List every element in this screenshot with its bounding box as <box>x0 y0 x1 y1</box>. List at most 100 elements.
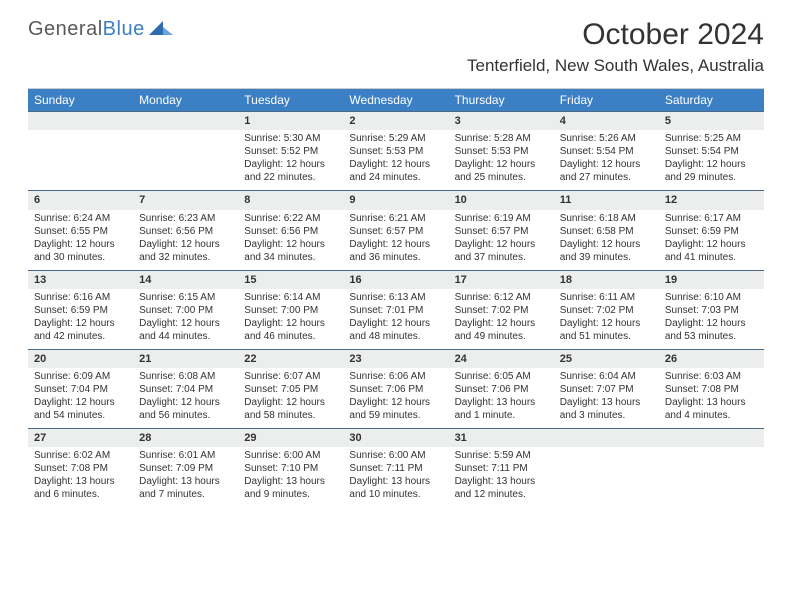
calendar-cell: 19Sunrise: 6:10 AMSunset: 7:03 PMDayligh… <box>659 270 764 349</box>
day-number: 7 <box>133 190 238 209</box>
sunset-text: Sunset: 7:10 PM <box>244 462 337 475</box>
calendar-cell: 4Sunrise: 5:26 AMSunset: 5:54 PMDaylight… <box>554 111 659 190</box>
cell-body: Sunrise: 6:00 AMSunset: 7:11 PMDaylight:… <box>343 447 448 507</box>
sunset-text: Sunset: 7:04 PM <box>139 383 232 396</box>
sunset-text: Sunset: 7:03 PM <box>665 304 758 317</box>
day-number: 30 <box>343 428 448 447</box>
day-number: 11 <box>554 190 659 209</box>
calendar-week: 20Sunrise: 6:09 AMSunset: 7:04 PMDayligh… <box>28 349 764 428</box>
day-number: 23 <box>343 349 448 368</box>
daylight-text: Daylight: 12 hours and 59 minutes. <box>349 396 442 422</box>
calendar-cell: 12Sunrise: 6:17 AMSunset: 6:59 PMDayligh… <box>659 190 764 269</box>
daylight-text: Daylight: 12 hours and 42 minutes. <box>34 317 127 343</box>
sunrise-text: Sunrise: 6:17 AM <box>665 212 758 225</box>
sunrise-text: Sunrise: 6:13 AM <box>349 291 442 304</box>
sunset-text: Sunset: 7:09 PM <box>139 462 232 475</box>
sunset-text: Sunset: 6:59 PM <box>34 304 127 317</box>
sunrise-text: Sunrise: 6:00 AM <box>244 449 337 462</box>
day-number: 13 <box>28 270 133 289</box>
cell-body: Sunrise: 6:01 AMSunset: 7:09 PMDaylight:… <box>133 447 238 507</box>
calendar-cell: . <box>554 428 659 507</box>
calendar-cell: 9Sunrise: 6:21 AMSunset: 6:57 PMDaylight… <box>343 190 448 269</box>
cell-body: Sunrise: 6:08 AMSunset: 7:04 PMDaylight:… <box>133 368 238 428</box>
cell-body: Sunrise: 6:23 AMSunset: 6:56 PMDaylight:… <box>133 210 238 270</box>
calendar-cell: 11Sunrise: 6:18 AMSunset: 6:58 PMDayligh… <box>554 190 659 269</box>
calendar-cell: 6Sunrise: 6:24 AMSunset: 6:55 PMDaylight… <box>28 190 133 269</box>
cell-body: Sunrise: 6:19 AMSunset: 6:57 PMDaylight:… <box>449 210 554 270</box>
daylight-text: Daylight: 12 hours and 41 minutes. <box>665 238 758 264</box>
brand-text: GeneralBlue <box>28 18 145 41</box>
day-number: 26 <box>659 349 764 368</box>
daylight-text: Daylight: 13 hours and 12 minutes. <box>455 475 548 501</box>
cell-body: Sunrise: 6:02 AMSunset: 7:08 PMDaylight:… <box>28 447 133 507</box>
cell-body: Sunrise: 5:25 AMSunset: 5:54 PMDaylight:… <box>659 130 764 190</box>
day-number: 25 <box>554 349 659 368</box>
brand-part2: Blue <box>103 18 145 40</box>
daylight-text: Daylight: 12 hours and 54 minutes. <box>34 396 127 422</box>
cell-body: Sunrise: 6:24 AMSunset: 6:55 PMDaylight:… <box>28 210 133 270</box>
day-number: 4 <box>554 111 659 130</box>
cell-body: Sunrise: 6:15 AMSunset: 7:00 PMDaylight:… <box>133 289 238 349</box>
calendar-cell: . <box>133 111 238 190</box>
daylight-text: Daylight: 12 hours and 22 minutes. <box>244 158 337 184</box>
cell-body: Sunrise: 6:22 AMSunset: 6:56 PMDaylight:… <box>238 210 343 270</box>
sunset-text: Sunset: 6:57 PM <box>455 225 548 238</box>
daylight-text: Daylight: 12 hours and 49 minutes. <box>455 317 548 343</box>
sunrise-text: Sunrise: 6:08 AM <box>139 370 232 383</box>
sunset-text: Sunset: 5:53 PM <box>455 145 548 158</box>
cell-body: Sunrise: 6:16 AMSunset: 6:59 PMDaylight:… <box>28 289 133 349</box>
day-number: 10 <box>449 190 554 209</box>
sunset-text: Sunset: 6:59 PM <box>665 225 758 238</box>
calendar-cell: 30Sunrise: 6:00 AMSunset: 7:11 PMDayligh… <box>343 428 448 507</box>
sunrise-text: Sunrise: 6:16 AM <box>34 291 127 304</box>
sunset-text: Sunset: 7:07 PM <box>560 383 653 396</box>
day-number: 31 <box>449 428 554 447</box>
calendar-cell: 18Sunrise: 6:11 AMSunset: 7:02 PMDayligh… <box>554 270 659 349</box>
page-header: GeneralBlue October 2024 Tenterfield, Ne… <box>0 0 792 76</box>
sunrise-text: Sunrise: 6:24 AM <box>34 212 127 225</box>
calendar-week: 6Sunrise: 6:24 AMSunset: 6:55 PMDaylight… <box>28 190 764 269</box>
sunrise-text: Sunrise: 5:28 AM <box>455 132 548 145</box>
cell-body: Sunrise: 6:21 AMSunset: 6:57 PMDaylight:… <box>343 210 448 270</box>
cell-body: Sunrise: 6:03 AMSunset: 7:08 PMDaylight:… <box>659 368 764 428</box>
sunset-text: Sunset: 5:54 PM <box>560 145 653 158</box>
sunrise-text: Sunrise: 6:11 AM <box>560 291 653 304</box>
sunrise-text: Sunrise: 6:15 AM <box>139 291 232 304</box>
sunrise-text: Sunrise: 6:23 AM <box>139 212 232 225</box>
calendar-cell: 5Sunrise: 5:25 AMSunset: 5:54 PMDaylight… <box>659 111 764 190</box>
sunrise-text: Sunrise: 6:14 AM <box>244 291 337 304</box>
sunset-text: Sunset: 7:00 PM <box>244 304 337 317</box>
cell-body: Sunrise: 6:11 AMSunset: 7:02 PMDaylight:… <box>554 289 659 349</box>
calendar-cell: 10Sunrise: 6:19 AMSunset: 6:57 PMDayligh… <box>449 190 554 269</box>
sunrise-text: Sunrise: 5:59 AM <box>455 449 548 462</box>
sunset-text: Sunset: 7:08 PM <box>665 383 758 396</box>
calendar-cell: 22Sunrise: 6:07 AMSunset: 7:05 PMDayligh… <box>238 349 343 428</box>
sunrise-text: Sunrise: 6:12 AM <box>455 291 548 304</box>
sunrise-text: Sunrise: 6:19 AM <box>455 212 548 225</box>
daylight-text: Daylight: 12 hours and 51 minutes. <box>560 317 653 343</box>
weekday-header: Thursday <box>449 89 554 111</box>
sunrise-text: Sunrise: 5:30 AM <box>244 132 337 145</box>
daylight-text: Daylight: 12 hours and 37 minutes. <box>455 238 548 264</box>
cell-body: Sunrise: 6:18 AMSunset: 6:58 PMDaylight:… <box>554 210 659 270</box>
day-number: 27 <box>28 428 133 447</box>
day-number: 6 <box>28 190 133 209</box>
cell-body: Sunrise: 6:10 AMSunset: 7:03 PMDaylight:… <box>659 289 764 349</box>
sunset-text: Sunset: 5:54 PM <box>665 145 758 158</box>
calendar-cell: 2Sunrise: 5:29 AMSunset: 5:53 PMDaylight… <box>343 111 448 190</box>
cell-body: Sunrise: 6:07 AMSunset: 7:05 PMDaylight:… <box>238 368 343 428</box>
daylight-text: Daylight: 12 hours and 56 minutes. <box>139 396 232 422</box>
day-number: 16 <box>343 270 448 289</box>
cell-body: Sunrise: 6:09 AMSunset: 7:04 PMDaylight:… <box>28 368 133 428</box>
cell-body: Sunrise: 5:29 AMSunset: 5:53 PMDaylight:… <box>343 130 448 190</box>
sunrise-text: Sunrise: 6:07 AM <box>244 370 337 383</box>
sunset-text: Sunset: 7:11 PM <box>455 462 548 475</box>
cell-body: Sunrise: 6:12 AMSunset: 7:02 PMDaylight:… <box>449 289 554 349</box>
daylight-text: Daylight: 12 hours and 44 minutes. <box>139 317 232 343</box>
daylight-text: Daylight: 13 hours and 7 minutes. <box>139 475 232 501</box>
day-number: 17 <box>449 270 554 289</box>
cell-body: Sunrise: 6:14 AMSunset: 7:00 PMDaylight:… <box>238 289 343 349</box>
calendar-cell: 20Sunrise: 6:09 AMSunset: 7:04 PMDayligh… <box>28 349 133 428</box>
sunrise-text: Sunrise: 6:03 AM <box>665 370 758 383</box>
sunset-text: Sunset: 6:58 PM <box>560 225 653 238</box>
